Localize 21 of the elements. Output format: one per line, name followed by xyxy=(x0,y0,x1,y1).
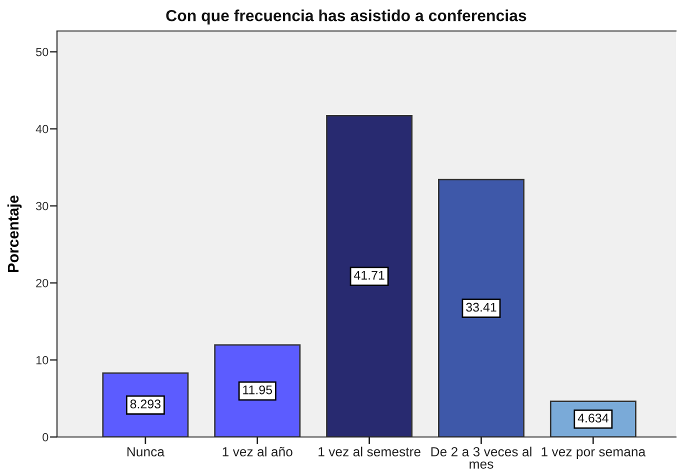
y-tick-label: 20 xyxy=(36,278,48,288)
data-label: 4.634 xyxy=(578,414,608,423)
y-tick-label: 0 xyxy=(42,433,48,442)
bar xyxy=(438,178,524,437)
y-tick-label: 50 xyxy=(36,48,48,56)
y-tick-label: 30 xyxy=(36,202,48,210)
data-label: 8.293 xyxy=(130,400,161,408)
x-tick-label: 1 vez al semestre xyxy=(318,446,420,456)
bar xyxy=(326,114,413,437)
x-tick-label: 1 vez por semana xyxy=(542,447,646,460)
data-label: 41.71 xyxy=(354,270,384,280)
x-tick-label: 1 vez al año xyxy=(222,446,292,456)
y-tick-label: 10 xyxy=(36,356,48,364)
data-label: 33.41 xyxy=(466,302,496,312)
x-tick-label: De 2 a 3 veces al mes xyxy=(431,446,532,469)
x-tick-label: Nunca xyxy=(127,447,164,456)
chart-title: Con que frecuencia has asistido a conferencias xyxy=(166,10,526,24)
y-axis-title: Porcentaje xyxy=(7,195,22,272)
y-tick-label: 40 xyxy=(36,124,48,134)
data-label: 11.95 xyxy=(243,385,272,394)
bar xyxy=(214,344,301,437)
